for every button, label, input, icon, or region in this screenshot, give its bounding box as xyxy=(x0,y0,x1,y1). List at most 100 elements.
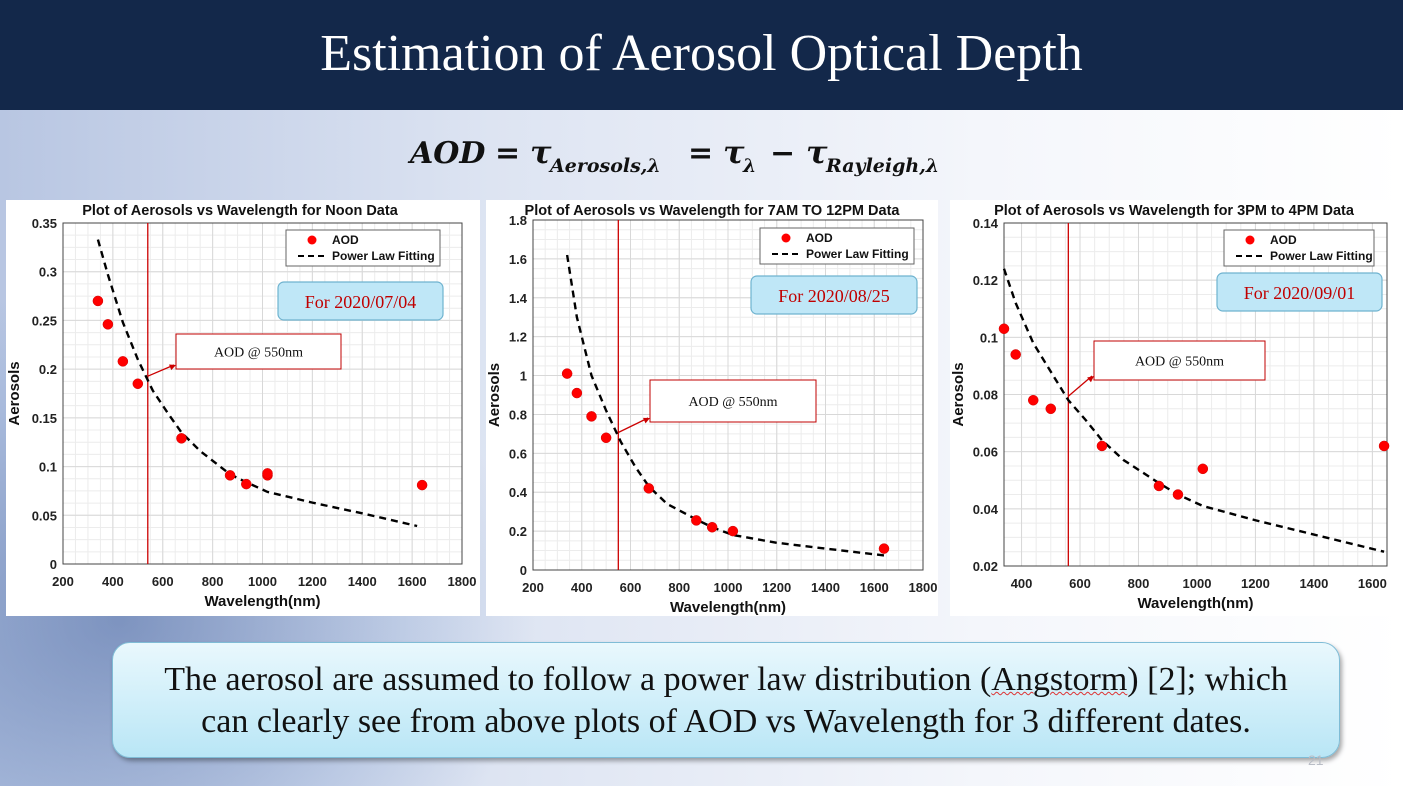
legend-label-fit: Power Law Fitting xyxy=(1270,249,1373,263)
chart-svg: 400 600 800 1000 1200 1400 1600 0.02 0.04 0.06 0.0… xyxy=(950,203,1390,612)
x-tick-label: 1600 xyxy=(860,580,889,595)
aod-point xyxy=(1096,440,1108,452)
x-tick-label: 800 xyxy=(668,580,690,595)
formula-tau2: τ xyxy=(723,133,745,171)
annotation-arrow-head xyxy=(1087,376,1094,383)
annotation: AOD @ 550nm xyxy=(147,333,342,377)
aod-formula: AOD = τ Aerosols,λ = τ λ − τ Rayleigh,λ xyxy=(407,133,939,177)
legend-label-aod: AOD xyxy=(806,231,833,245)
x-tick-label: 600 xyxy=(620,580,642,595)
y-tick-label: 1.8 xyxy=(509,213,527,228)
aod-point xyxy=(102,319,114,330)
aod-point xyxy=(117,356,129,367)
axes-box xyxy=(1003,222,1388,567)
x-tick-label: 1400 xyxy=(811,580,840,595)
power-law-fit-line xyxy=(1002,268,1385,553)
x-tick-label: 400 xyxy=(1011,576,1033,591)
aod-point xyxy=(1027,394,1039,406)
annotation-label: AOD @ 550nm xyxy=(1135,355,1224,370)
x-axis-label: Wavelength(nm) xyxy=(204,593,320,610)
y-tick-label: 0 xyxy=(520,563,527,578)
plot-3pm-4pm: 400 600 800 1000 1200 1400 1600 0.02 0.04 0.06 0.0… xyxy=(950,200,1400,616)
date-box-bg xyxy=(277,281,444,321)
y-tick-label: 0.05 xyxy=(32,508,57,523)
annotation-arrow-line xyxy=(618,417,649,434)
y-tick-label: 0.2 xyxy=(509,524,527,539)
x-tick-label: 1600 xyxy=(398,574,427,589)
legend-label-fit: Power Law Fitting xyxy=(806,247,909,261)
formula-sub1: Aerosols,λ xyxy=(548,155,661,177)
chart-svg: 200 400 600 800 1000 1200 1400 1600 1800 0 0.2 0.4 0… xyxy=(486,203,937,616)
aod-point xyxy=(262,468,273,479)
axes-box xyxy=(532,219,924,571)
x-axis-label: Wavelength(nm) xyxy=(1137,595,1253,612)
y-tick-label: 1 xyxy=(520,369,527,384)
formula-lhs: AOD xyxy=(407,136,485,171)
date-box: For 2020/07/04 xyxy=(277,281,444,321)
y-tick-label: 0.25 xyxy=(32,313,57,328)
y-tick-label: 0.08 xyxy=(973,388,998,403)
annotation-label: AOD @ 550nm xyxy=(214,346,303,361)
x-tick-label: 1000 xyxy=(248,574,277,589)
aod-point xyxy=(691,515,702,526)
date-box: For 2020/08/25 xyxy=(750,275,918,315)
plot-noon: 200 400 600 800 1000 1200 1400 1600 1800 0 0.05 0.1… xyxy=(6,200,480,616)
legend: AOD Power Law Fitting xyxy=(759,227,915,265)
date-label: For 2020/09/01 xyxy=(1244,283,1356,303)
aod-point xyxy=(586,411,597,422)
aod-point xyxy=(1172,489,1184,500)
aod-point xyxy=(706,521,718,533)
x-axis-label: Wavelength(nm) xyxy=(670,599,786,616)
aod-point xyxy=(600,432,612,444)
aod-point xyxy=(998,323,1010,335)
annotation-box xyxy=(175,333,342,370)
y-tick-label: 0.6 xyxy=(509,446,527,461)
legend-marker xyxy=(307,235,317,245)
aod-point xyxy=(224,470,236,481)
y-axis-label: Aerosols xyxy=(6,361,23,425)
x-tick-label: 1000 xyxy=(1183,576,1212,591)
formula-minus: − xyxy=(770,136,795,171)
y-tick-label: 1.2 xyxy=(509,330,527,345)
legend-label-fit: Power Law Fitting xyxy=(332,249,435,263)
x-tick-label: 200 xyxy=(522,580,544,595)
page-number: 21 xyxy=(1308,752,1324,768)
annotation-arrow-line xyxy=(147,364,175,377)
aod-point xyxy=(1378,440,1390,452)
slide-title: Estimation of Aerosol Optical Depth xyxy=(320,25,1083,82)
legend: AOD Power Law Fitting xyxy=(1223,229,1375,267)
note-angstorm: Angstorm xyxy=(991,661,1128,698)
summary-note: The aerosol are assumed to follow a powe… xyxy=(112,642,1340,758)
aod-point xyxy=(92,295,104,307)
y-tick-label: 1.4 xyxy=(509,291,528,306)
y-axis-label: Aerosols xyxy=(950,362,967,426)
aod-point xyxy=(241,478,252,490)
axes-box xyxy=(62,222,463,565)
x-tick-label: 400 xyxy=(102,574,124,589)
annotation: AOD @ 550nm xyxy=(1067,340,1266,397)
y-axis-label: Aerosols xyxy=(486,363,503,427)
date-box-bg xyxy=(750,275,918,315)
y-tick-label: 0.4 xyxy=(509,485,528,500)
plot-7am-12pm: 200 400 600 800 1000 1200 1400 1600 1800 0 0.2 0.4 0… xyxy=(486,200,938,616)
legend-marker xyxy=(781,233,791,243)
x-tick-label: 800 xyxy=(202,574,224,589)
x-tick-label: 600 xyxy=(1069,576,1091,591)
aod-point xyxy=(1045,403,1057,415)
aod-point xyxy=(176,433,187,444)
note-line2: can clearly see from above plots of AOD … xyxy=(201,703,1251,740)
y-tick-label: 0.8 xyxy=(509,407,527,422)
aod-point xyxy=(643,483,655,494)
y-tick-label: 0.1 xyxy=(39,460,57,475)
date-label: For 2020/08/25 xyxy=(778,286,890,306)
x-tick-label: 800 xyxy=(1128,576,1150,591)
y-tick-label: 0.14 xyxy=(973,216,999,231)
y-tick-label: 0.04 xyxy=(973,502,999,517)
y-tick-label: 0.1 xyxy=(980,330,998,345)
x-tick-label: 1800 xyxy=(448,574,477,589)
aod-point xyxy=(878,543,890,554)
y-tick-label: 0.15 xyxy=(32,411,57,426)
formula-tau1: τ xyxy=(530,133,552,171)
y-tick-label: 0.35 xyxy=(32,216,57,231)
formula-sub2: λ xyxy=(742,155,756,177)
